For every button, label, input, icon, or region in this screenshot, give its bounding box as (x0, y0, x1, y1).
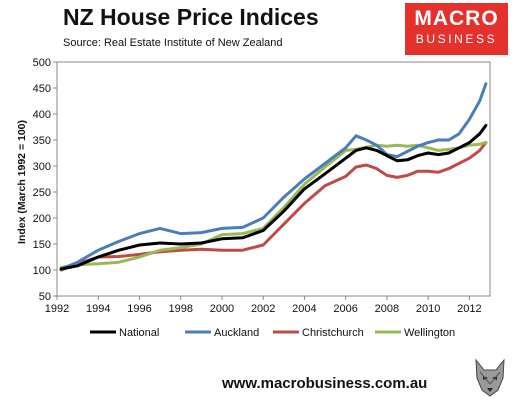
series-line-national (59, 123, 488, 271)
y-tick-label: 50 (39, 291, 51, 303)
plot-frame (56, 61, 491, 297)
series-line-auckland (59, 82, 488, 271)
website-url: www.macrobusiness.com.au (222, 375, 428, 392)
logo-line-2: BUSINESS (415, 32, 498, 46)
wolf-mascot-icon (470, 356, 510, 398)
x-tick-label: 1994 (86, 303, 110, 315)
x-axis: 1992 1994 1996 1998 2000 2002 2004 2006 2008 2010… (45, 296, 482, 315)
legend-label-national: National (119, 327, 159, 339)
logo-line-1: MACRO (414, 7, 499, 30)
plot-area (56, 61, 491, 297)
x-tick-label: 2002 (251, 303, 275, 315)
x-tick-label: 1996 (127, 303, 151, 315)
legend-label-christchurch: Christchurch (302, 327, 364, 339)
y-axis: 50 100 150 200 250 300 350 400 450 500 (33, 57, 57, 303)
x-tick-label: 2006 (333, 303, 357, 315)
x-tick-label: 2000 (210, 303, 234, 315)
series-line-wellington (59, 141, 488, 269)
y-tick-label: 350 (33, 135, 51, 147)
y-tick-label: 450 (33, 83, 51, 95)
chart-title: NZ House Price Indices (63, 4, 319, 30)
chart-subtitle: Source: Real Estate Institute of New Zea… (63, 37, 283, 49)
x-tick-label: 2010 (416, 303, 440, 315)
y-axis-label: Index (March 1992 = 100) (16, 120, 28, 244)
y-tick-label: 100 (33, 265, 51, 277)
y-tick-label: 300 (33, 161, 51, 173)
legend-label-wellington: Wellington (404, 327, 455, 339)
y-tick-label: 500 (33, 57, 51, 69)
x-tick-label: 1992 (45, 303, 69, 315)
legend: National Auckland Christchurch Wellington (90, 327, 455, 339)
y-tick-label: 150 (33, 239, 51, 251)
x-tick-label: 2012 (457, 303, 481, 315)
y-tick-label: 200 (33, 213, 51, 225)
macrobusiness-logo: MACRO BUSINESS (405, 3, 508, 55)
x-tick-label: 2008 (375, 303, 399, 315)
legend-label-auckland: Auckland (214, 327, 259, 339)
y-tick-label: 250 (33, 187, 51, 199)
x-tick-label: 1998 (168, 303, 192, 315)
y-tick-label: 400 (33, 109, 51, 121)
x-tick-label: 2004 (292, 303, 316, 315)
